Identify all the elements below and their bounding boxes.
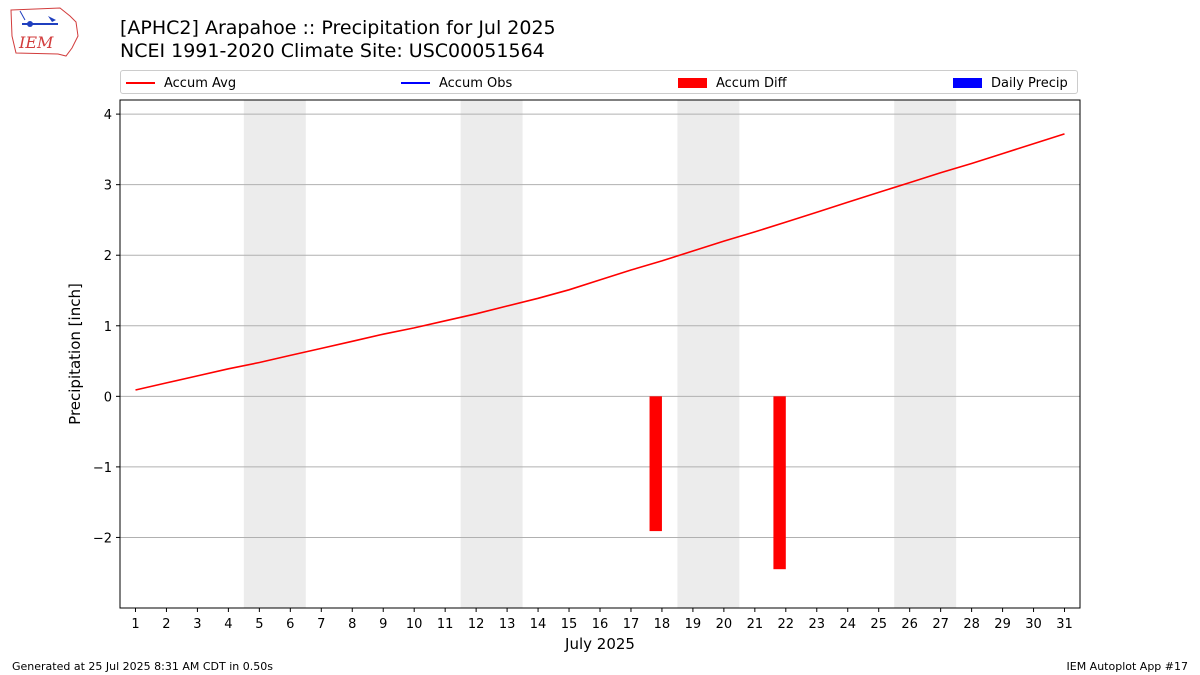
x-tick-label: 10: [406, 617, 423, 632]
y-tick-label: −1: [93, 461, 112, 476]
chart-title: [APHC2] Arapahoe :: Precipitation for Ju…: [120, 17, 556, 39]
weekend-band: [677, 100, 740, 608]
legend-item-accum-diff: Accum Diff: [678, 71, 787, 95]
iowa-outline: [10, 7, 79, 57]
weekend-bands: [243, 100, 957, 608]
legend-swatch: [953, 78, 982, 88]
x-tick-label: 24: [839, 617, 856, 632]
x-axis-label: July 2025: [564, 635, 635, 653]
legend-label: Daily Precip: [991, 75, 1068, 91]
chart-subtitle: NCEI 1991-2020 Climate Site: USC00051564: [120, 40, 545, 62]
accum-diff-bar: [649, 396, 662, 532]
legend-item-accum-obs: Accum Obs: [401, 71, 512, 95]
x-tick-label: 31: [1056, 617, 1073, 632]
x-tick-label: 6: [286, 617, 294, 632]
y-tick-label: 4: [104, 108, 112, 123]
y-tick-label: 0: [104, 390, 112, 405]
x-tick-label: 26: [901, 617, 918, 632]
legend-label: Accum Diff: [716, 75, 787, 91]
legend-item-accum-avg: Accum Avg: [126, 71, 236, 95]
x-tick-label: 30: [1025, 617, 1042, 632]
x-tick-label: 1: [131, 617, 139, 632]
y-tick-label: −2: [93, 531, 112, 546]
x-tick-label: 5: [255, 617, 263, 632]
iem-logo: IEM: [10, 7, 79, 57]
x-tick-label: 18: [654, 617, 671, 632]
logo-text: IEM: [18, 33, 54, 52]
x-tick-label: 16: [592, 617, 609, 632]
accum-avg-line: [135, 133, 1065, 391]
legend-label: Accum Obs: [439, 75, 513, 91]
legend-item-daily-precip: Daily Precip: [953, 71, 1068, 95]
x-tick-label: 23: [809, 617, 826, 632]
weekend-band: [460, 100, 523, 608]
autoplot-app-label: IEM Autoplot App #17: [1066, 660, 1189, 673]
x-tick-label: 19: [685, 617, 702, 632]
legend-swatch: [126, 82, 155, 84]
x-tick-label: 12: [468, 617, 485, 632]
y-tick-label: 2: [104, 249, 112, 264]
y-tick-label: 3: [104, 179, 112, 194]
x-tick-label: 21: [747, 617, 764, 632]
x-tick-label: 15: [561, 617, 578, 632]
x-tick-label: 25: [870, 617, 887, 632]
x-axis: 1 2 3 4 5 6 7 8 9 10 11 12 13 14 15 16 17 18 19 20 21 22 23 24 2…: [131, 608, 1073, 632]
x-tick-label: 28: [963, 617, 980, 632]
x-tick-label: 20: [716, 617, 733, 632]
x-tick-label: 4: [224, 617, 232, 632]
x-tick-label: 13: [499, 617, 516, 632]
accum-diff-bar: [773, 396, 786, 570]
legend-swatch: [401, 82, 430, 84]
y-tick-label: 1: [104, 320, 112, 335]
x-tick-label: 2: [162, 617, 170, 632]
y-axis: −2 −1 0 1 2 3 4: [93, 108, 120, 546]
legend-label: Accum Avg: [164, 75, 237, 91]
x-tick-label: 3: [193, 617, 201, 632]
x-tick-label: 22: [778, 617, 795, 632]
accum-diff-bars: [649, 396, 786, 570]
y-axis-label: Precipitation [inch]: [66, 283, 84, 425]
x-tick-label: 29: [994, 617, 1011, 632]
generated-timestamp: Generated at 25 Jul 2025 8:31 AM CDT in …: [12, 660, 273, 673]
x-tick-label: 7: [317, 617, 325, 632]
x-tick-label: 27: [932, 617, 949, 632]
weekend-band: [894, 100, 957, 608]
gridlines: [120, 113, 1080, 538]
x-tick-label: 14: [530, 617, 547, 632]
legend-swatch: [678, 78, 707, 88]
legend: Accum Avg Accum Obs Accum Diff Daily Pre…: [120, 70, 1078, 94]
x-tick-label: 9: [379, 617, 387, 632]
x-tick-label: 8: [348, 617, 356, 632]
x-tick-label: 17: [623, 617, 640, 632]
x-tick-label: 11: [437, 617, 454, 632]
